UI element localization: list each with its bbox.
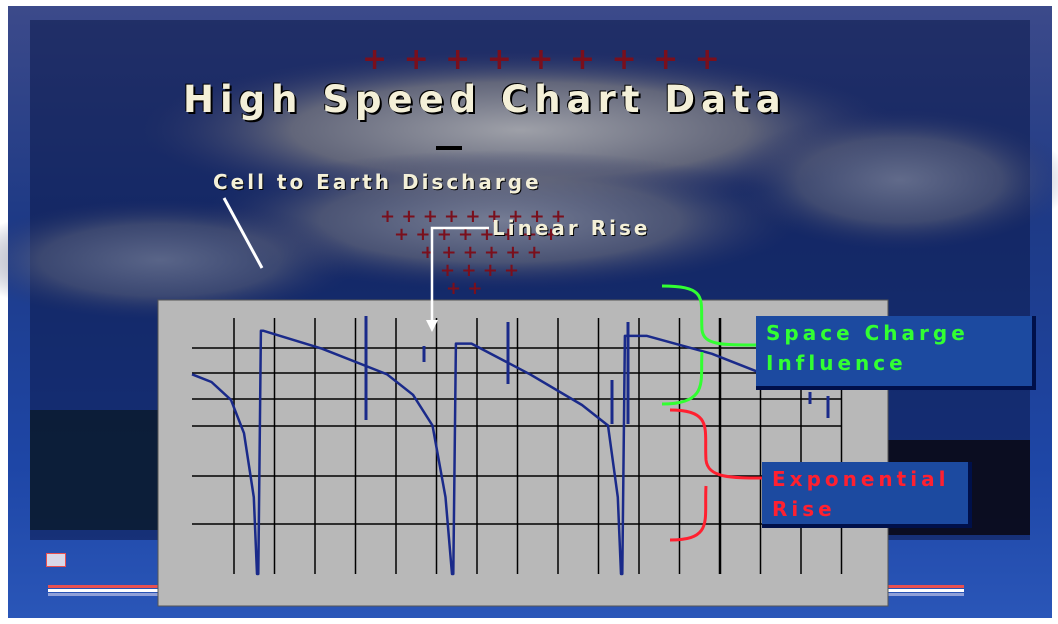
space-charge-callout: Space Charge Influence [756, 316, 1036, 390]
linear-rise-arrowhead [426, 320, 438, 332]
discharge-trace [191, 329, 765, 576]
exponential-rise-brace [669, 408, 767, 542]
exponential-rise-callout: Exponential Rise [762, 462, 972, 528]
linear-rise-arrow [430, 226, 489, 326]
positive-charge-row: + + + + + + + + + [362, 42, 723, 77]
cell-to-earth-arrow [222, 197, 264, 269]
exponential-line-2: Rise [772, 497, 836, 521]
exponential-line-1: Exponential [772, 467, 950, 491]
svg-text:+ + + +: + + + + [440, 260, 519, 281]
slide-nav-icon[interactable] [46, 553, 66, 567]
space-charge-brace [661, 284, 761, 406]
svg-text:+ + + + + + + + +: + + + + + + + + + [380, 206, 566, 227]
slide-title: High Speed Chart Data [183, 78, 787, 121]
space-charge-line-1: Space Charge [766, 321, 969, 345]
space-charge-line-2: Influence [766, 351, 907, 375]
svg-text:+ +: + + [446, 278, 482, 299]
cell-to-earth-label: Cell to Earth Discharge [213, 170, 542, 194]
svg-text:+ + + + + +: + + + + + + [420, 242, 542, 263]
linear-rise-label: Linear Rise [492, 216, 651, 240]
